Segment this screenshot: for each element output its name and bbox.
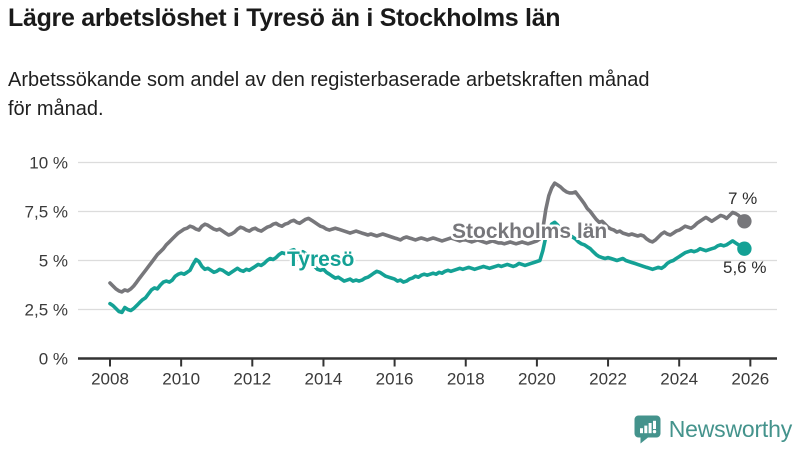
end-value-label-stockholms-lan: 7 % xyxy=(728,189,758,208)
y-axis-tick-label: 7,5 % xyxy=(25,203,68,222)
series-line-stockholms-lan xyxy=(108,181,747,294)
chart-subtitle: Arbetssökande som andel av den registerb… xyxy=(8,66,650,124)
subtitle-line-1: Arbetssökande som andel av den registerb… xyxy=(8,69,650,91)
y-axis-tick-label: 0 % xyxy=(39,350,68,369)
y-axis-tick-label: 2,5 % xyxy=(25,301,68,320)
unemployment-line-chart: 0 % 2,5 % 5 % 7,5 % 10 % 2008 2010 2012 2014 2016… xyxy=(25,154,777,389)
x-axis-tick-label: 2026 xyxy=(731,370,769,389)
x-axis-tick-label: 2022 xyxy=(589,370,627,389)
subtitle-line-2: för månad. xyxy=(8,98,104,120)
series-label-stockholms-lan: Stockholms län xyxy=(452,220,608,243)
series-line-tyreso xyxy=(108,220,747,315)
x-axis-tick-label: 2024 xyxy=(660,370,698,389)
y-axis-tick-label: 5 % xyxy=(39,252,68,271)
end-value-label-tyreso: 5,6 % xyxy=(723,258,767,277)
series-end-dot-stockholms-lan xyxy=(737,214,752,229)
x-axis-tick-label: 2010 xyxy=(162,370,200,389)
x-axis-tick-label: 2014 xyxy=(305,370,343,389)
x-axis-tick-label: 2016 xyxy=(376,370,414,389)
x-axis-tick-label: 2020 xyxy=(518,370,556,389)
x-axis-tick-label: 2008 xyxy=(91,370,129,389)
newsworthy-logo-text: Newsworthy xyxy=(668,415,792,442)
x-axis-tick-label: 2012 xyxy=(233,370,271,389)
y-axis-tick-label: 10 % xyxy=(29,154,68,173)
series-end-dot-tyreso xyxy=(737,241,752,256)
newsworthy-logo-icon xyxy=(634,415,661,444)
page-title: Lägre arbetslöshet i Tyresö än i Stockho… xyxy=(8,4,561,32)
newsworthy-logo: Newsworthy xyxy=(633,414,792,444)
x-axis-tick-label: 2018 xyxy=(447,370,485,389)
series-label-tyreso: Tyresö xyxy=(287,248,355,271)
